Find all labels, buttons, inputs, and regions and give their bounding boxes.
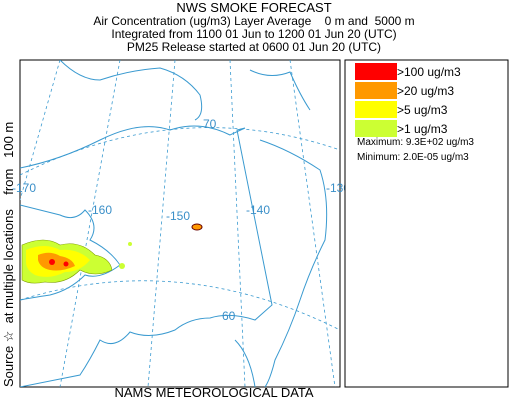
grid-label: 60 <box>222 309 236 323</box>
grid-label: -160 <box>88 203 112 217</box>
maximum: Maximum: 9.3E+02 ug/m3 <box>357 137 474 148</box>
legend-label: >1 ug/m3 <box>397 122 448 136</box>
legend-label: >20 ug/m3 <box>397 84 454 98</box>
legend-swatch <box>355 120 397 137</box>
map: -170 -160 -150 -140 -130 70 60 <box>12 59 350 388</box>
source-label: Source ☆ at multiple locations from 100 … <box>1 122 16 387</box>
footer: NAMS METEOROLOGICAL DATA <box>114 385 313 400</box>
grid-label: 70 <box>203 117 217 131</box>
legend-swatch <box>355 101 397 118</box>
legend: Maximum: 9.3E+02 ug/m3 Minimum: 2.0E-05 … <box>344 59 509 388</box>
title: NWS SMOKE FORECAST <box>176 0 331 15</box>
grid-label: -170 <box>12 181 36 195</box>
legend-label: >5 ug/m3 <box>397 103 448 117</box>
grid-label: -130 <box>326 181 350 195</box>
grid-label: -140 <box>246 203 270 217</box>
legend-swatch <box>355 82 397 99</box>
legend-swatch <box>355 63 397 80</box>
subtitle: PM25 Release started at 0600 01 Jun 20 (… <box>127 40 381 54</box>
minimum: Minimum: 2.0E-05 ug/m3 <box>357 152 469 163</box>
subtitle: Integrated from 1100 01 Jun to 1200 01 J… <box>111 27 396 41</box>
legend-label: >100 ug/m3 <box>397 65 461 79</box>
grid-label: -150 <box>166 209 190 223</box>
subtitle: Air Concentration (ug/m3) Layer Average … <box>93 14 414 28</box>
